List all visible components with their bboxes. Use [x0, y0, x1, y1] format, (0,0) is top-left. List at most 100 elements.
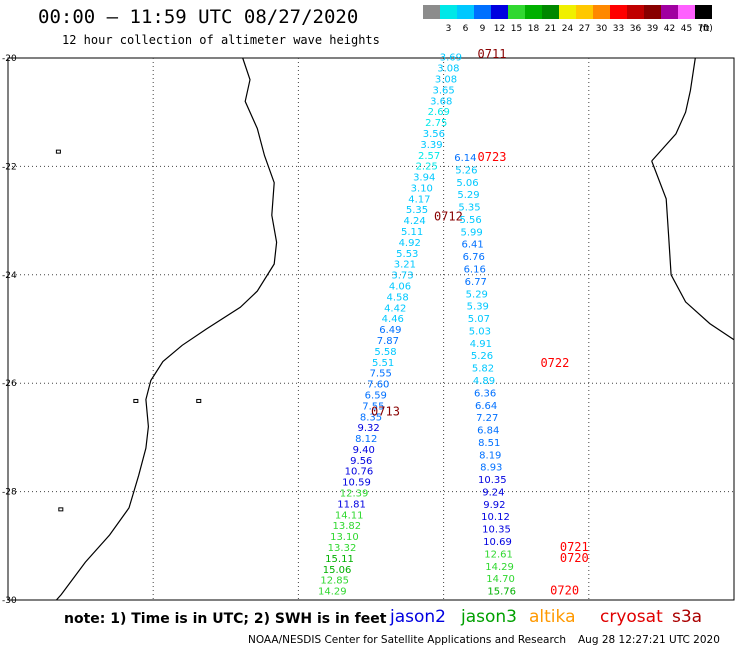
swh-value: 10.76: [345, 467, 374, 478]
page-subtitle: 12 hour collection of altimeter wave hei…: [62, 33, 380, 47]
island-shape: [58, 507, 64, 512]
scale-label: 27: [579, 24, 590, 34]
pass-time-label: 0723: [478, 150, 507, 164]
wave-height-tracks: 3.693.083.083.653.682.692.753.563.392.57…: [318, 53, 516, 598]
swh-value: 12.61: [484, 549, 513, 560]
footer-timestamp: Aug 28 12:27:21 UTC 2020: [578, 634, 720, 646]
note-text: note: 1) Time is in UTC; 2) SWH is in fe…: [64, 611, 387, 627]
lat-tick-label: -26: [2, 379, 17, 389]
swh-value: 3.10: [411, 184, 433, 195]
swh-value: 4.91: [470, 339, 492, 350]
scale-swatch: [593, 5, 610, 19]
swh-value: 12.85: [320, 576, 349, 587]
legend-s3a: s3a: [672, 607, 703, 627]
scale-label: 42: [664, 24, 675, 34]
legend-jason2: jason2: [390, 607, 446, 627]
swh-value: 10.59: [342, 478, 371, 489]
swh-value: 14.29: [485, 562, 514, 573]
swh-value: 5.99: [460, 227, 482, 238]
scale-swatch: [457, 5, 474, 19]
scale-swatch: [474, 5, 491, 19]
lat-tick-label: -22: [2, 162, 17, 172]
swh-value: 15.11: [325, 554, 354, 565]
coastline: [55, 57, 735, 601]
scale-label: 33: [613, 24, 624, 34]
wave-height-color-scale: 3 6 9 12 15 18 21 24 27 30 33 36 39 42 45 70(ft): [423, 5, 713, 34]
graticule: [8, 58, 734, 600]
swh-value: 4.17: [408, 194, 430, 205]
scale-label: 24: [562, 24, 574, 34]
altimeter-map[interactable]: 3.693.083.083.653.682.692.753.563.392.57…: [0, 0, 740, 605]
lat-tick-label: -30: [2, 596, 17, 605]
swh-value: 5.51: [372, 358, 394, 369]
swh-value: 7.87: [377, 336, 399, 347]
swh-value: 8.12: [355, 434, 377, 445]
swh-value: 2.57: [418, 151, 440, 162]
scale-label: 21: [545, 24, 556, 34]
swh-value: 9.24: [482, 488, 504, 499]
legend-jason3: jason3: [461, 607, 517, 627]
swh-value: 5.07: [468, 314, 490, 325]
scale-swatch: [576, 5, 593, 19]
scale-label: 12: [494, 24, 505, 34]
pass-time-label: 0720: [560, 551, 589, 565]
coastline-path: [651, 57, 696, 162]
swh-value: 9.32: [357, 423, 379, 434]
swh-value: 6.84: [477, 426, 499, 437]
swh-value: 4.46: [382, 314, 404, 325]
scale-swatch: [627, 5, 644, 19]
swh-value: 4.89: [473, 376, 495, 387]
scale-label: 36: [630, 24, 642, 34]
swh-value: 6.16: [464, 265, 486, 276]
coastline-path: [651, 160, 735, 341]
scale-swatch: [559, 5, 576, 19]
swh-value: 6.49: [379, 325, 401, 336]
lat-tick-label: -20: [2, 54, 17, 64]
swh-value: 5.35: [458, 203, 480, 214]
scale-label: 30: [596, 24, 608, 34]
island-shape: [133, 398, 139, 403]
scale-swatch: [542, 5, 559, 19]
swh-value: 13.82: [332, 521, 361, 532]
swh-value: 2.69: [428, 107, 450, 118]
page-title: 00:00 – 11:59 UTC 08/27/2020: [38, 6, 359, 28]
swh-value: 6.64: [475, 401, 497, 412]
scale-unit: (ft): [699, 24, 713, 34]
swh-value: 5.26: [471, 351, 493, 362]
scale-label: 9: [480, 24, 486, 34]
pass-time-label: 0721: [560, 540, 589, 554]
swh-value: 3.08: [435, 75, 457, 86]
scale-label: 70: [698, 24, 710, 34]
swh-value: 6.41: [461, 240, 483, 251]
swh-value: 5.06: [456, 178, 478, 189]
footer-credit: NOAA/NESDIS Center for Satellite Applica…: [248, 634, 566, 646]
swh-value: 5.03: [469, 326, 491, 337]
swh-value: 4.06: [389, 282, 411, 293]
swh-value: 3.21: [394, 260, 416, 271]
swh-value: 3.69: [440, 53, 462, 64]
swh-value: 7.55: [362, 401, 384, 412]
swh-value: 9.92: [483, 500, 505, 511]
swh-value: 9.56: [350, 456, 372, 467]
swh-value: 5.11: [401, 227, 423, 238]
scale-swatch: [508, 5, 525, 19]
lat-tick-label: -28: [2, 488, 17, 498]
swh-value: 11.81: [337, 499, 366, 510]
swh-value: 6.36: [474, 388, 496, 399]
swh-value: 8.51: [478, 438, 500, 449]
pass-time-label: 0722: [540, 356, 569, 370]
swh-value: 5.29: [466, 289, 488, 300]
swh-value: 5.26: [455, 165, 477, 176]
island-shape: [196, 398, 202, 403]
swh-value: 5.35: [406, 205, 428, 216]
swh-value: 13.10: [330, 532, 359, 543]
swh-value: 8.93: [480, 463, 502, 474]
swh-value: 6.59: [365, 391, 387, 402]
coastline-path: [55, 57, 278, 601]
swh-value: 6.77: [465, 277, 487, 288]
swh-value: 6.14: [454, 153, 476, 164]
scale-swatch: [525, 5, 542, 19]
swh-value: 7.27: [476, 413, 498, 424]
